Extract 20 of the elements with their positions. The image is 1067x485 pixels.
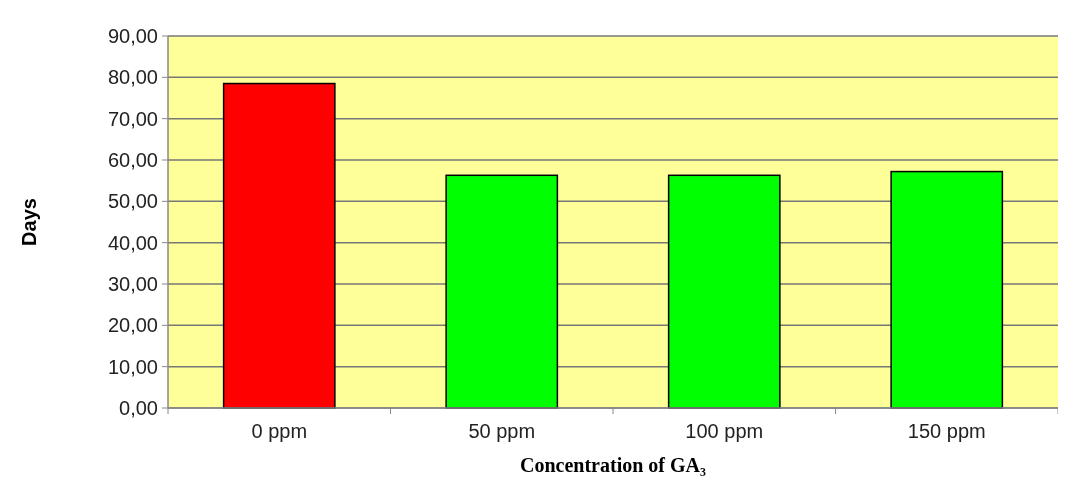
- x-tick-label: 50 ppm: [468, 420, 536, 442]
- y-tick-label: 0,00: [119, 397, 158, 419]
- y-tick-label: 80,00: [107, 66, 158, 89]
- bar: [890, 170, 1004, 409]
- x-tick-label: 100 ppm: [685, 420, 764, 442]
- bar: [667, 174, 781, 409]
- y-tick-label: 40,00: [107, 231, 158, 254]
- x-tick-label: 0 ppm: [251, 420, 308, 442]
- bar: [445, 174, 559, 409]
- x-axis-title: Concentration of GA₃: [520, 454, 706, 476]
- y-axis-title: Days: [18, 198, 40, 246]
- y-tick-label: 30,00: [107, 273, 158, 295]
- y-tick-label: 90,00: [107, 25, 158, 47]
- y-tick-label: 10,00: [107, 355, 158, 378]
- y-tick-label: 50,00: [107, 190, 158, 213]
- y-tick-label: 70,00: [107, 107, 158, 130]
- y-tick-label: 60,00: [107, 149, 158, 171]
- bar: [222, 82, 336, 409]
- x-tick-label: 150 ppm: [907, 420, 986, 442]
- y-tick-label: 20,00: [107, 314, 158, 337]
